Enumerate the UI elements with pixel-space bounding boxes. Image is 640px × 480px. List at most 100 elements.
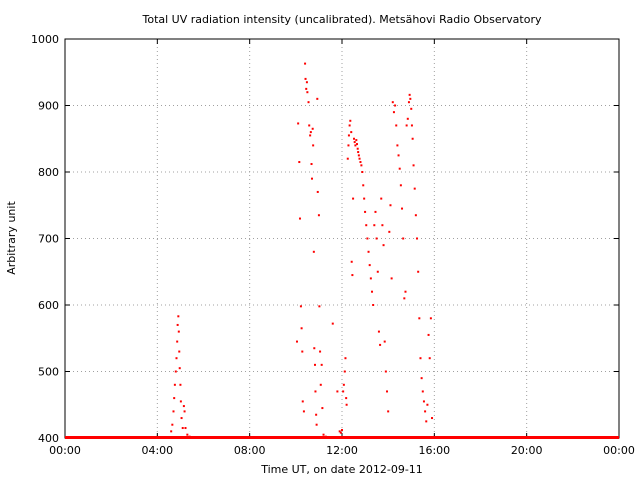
data-point (339, 431, 342, 434)
data-point (295, 340, 298, 343)
data-point (321, 407, 324, 410)
data-point (391, 101, 394, 104)
data-point (179, 383, 182, 386)
data-point (173, 397, 176, 400)
data-point (374, 210, 377, 213)
data-point (422, 400, 425, 403)
data-point (316, 97, 319, 100)
data-point (298, 161, 301, 164)
data-point (414, 214, 417, 217)
data-point (387, 410, 390, 413)
data-point (312, 250, 315, 253)
data-point (353, 141, 356, 144)
data-point (342, 383, 345, 386)
data-point (407, 101, 410, 104)
data-point (417, 270, 420, 273)
data-point (307, 101, 310, 104)
data-point (320, 363, 323, 366)
data-point (425, 420, 428, 423)
y-tick-label: 1000 (31, 33, 59, 46)
data-point (316, 190, 319, 193)
data-point (402, 237, 405, 240)
x-tick-label: 16:00 (418, 444, 450, 457)
data-point (353, 137, 356, 140)
data-point (362, 184, 365, 187)
data-point (398, 167, 401, 170)
data-point (171, 423, 174, 426)
data-point (177, 315, 180, 318)
data-point (308, 124, 311, 127)
data-point (404, 290, 407, 293)
data-point (366, 237, 369, 240)
data-point (411, 137, 414, 140)
data-point (424, 410, 427, 413)
data-point (394, 104, 397, 107)
data-point (304, 62, 307, 65)
data-point (427, 333, 430, 336)
data-point (317, 214, 320, 217)
data-point (178, 367, 181, 370)
data-point (363, 197, 366, 200)
data-point (319, 350, 322, 353)
data-point (315, 413, 318, 416)
y-tick-label: 700 (38, 233, 59, 246)
data-point (310, 177, 313, 180)
data-point (365, 224, 368, 227)
x-tick-label: 20:00 (511, 444, 543, 457)
data-point (377, 330, 380, 333)
grid-lines (65, 39, 619, 438)
data-point (364, 210, 367, 213)
data-point (358, 157, 361, 160)
data-point (176, 323, 179, 326)
data-point (397, 154, 400, 157)
data-point (338, 430, 341, 433)
y-tick-label: 800 (38, 166, 59, 179)
data-point (313, 363, 316, 366)
data-point (347, 144, 350, 147)
data-point (315, 423, 318, 426)
data-point (416, 237, 419, 240)
data-point (174, 370, 177, 373)
data-point (341, 429, 343, 432)
data-point (314, 390, 317, 393)
data-point (379, 343, 382, 346)
data-point (346, 157, 349, 160)
data-point (179, 400, 182, 403)
data-point (312, 144, 315, 147)
data-point (359, 161, 362, 164)
data-point (188, 435, 191, 438)
data-point (380, 197, 383, 200)
data-point (343, 370, 346, 373)
data-point (357, 154, 360, 157)
data-point (395, 124, 398, 127)
data-point (300, 327, 303, 330)
data-point (301, 400, 304, 403)
data-point (384, 370, 387, 373)
data-point (351, 274, 354, 277)
data-point (177, 330, 180, 333)
data-point (376, 270, 379, 273)
data-point (302, 410, 305, 413)
data-point (305, 87, 308, 90)
data-point (319, 383, 322, 386)
data-point (426, 403, 429, 406)
data-point (409, 97, 412, 100)
data-point (324, 435, 327, 438)
data-point (347, 134, 350, 137)
data-point (298, 217, 301, 220)
data-point (386, 390, 389, 393)
data-point (420, 377, 423, 380)
data-point (401, 207, 404, 210)
data-point (381, 224, 384, 227)
data-point (348, 124, 351, 127)
data-point (170, 430, 173, 433)
data-point (356, 143, 359, 146)
data-point (355, 139, 358, 142)
data-point (410, 107, 413, 110)
data-point (388, 230, 391, 233)
data-point (309, 134, 312, 137)
data-point (357, 151, 360, 154)
data-point (301, 350, 304, 353)
x-tick-label: 04:00 (141, 444, 173, 457)
data-point (305, 81, 308, 84)
